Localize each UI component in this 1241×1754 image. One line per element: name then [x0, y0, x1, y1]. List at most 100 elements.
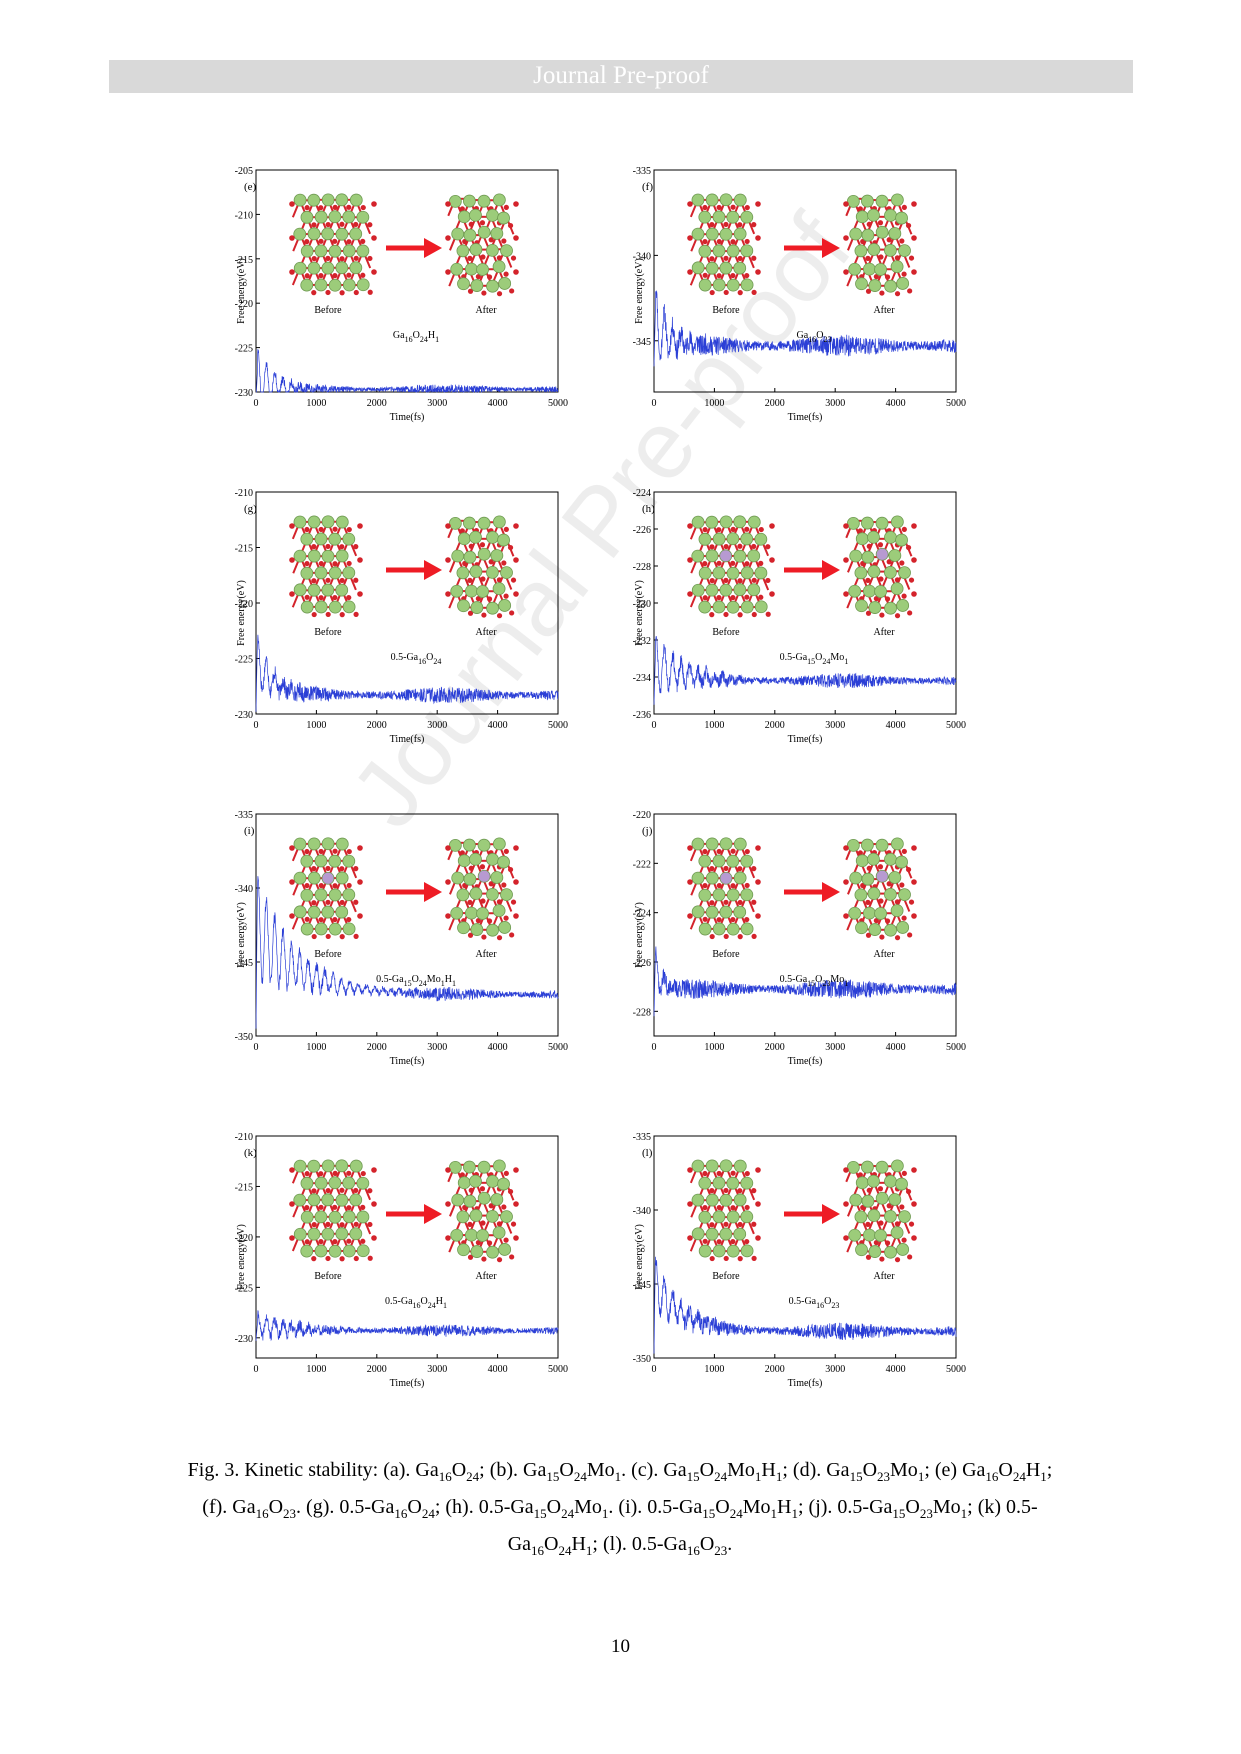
crystal-structure — [843, 193, 917, 297]
o-atom — [304, 848, 310, 855]
ga-atom — [328, 922, 342, 936]
ga-atom — [486, 1245, 499, 1259]
ga-atom — [867, 852, 880, 866]
o-atom — [311, 933, 317, 940]
ga-atom — [705, 871, 719, 885]
o-atom — [513, 591, 519, 597]
ga-atom — [691, 227, 705, 241]
o-atom — [371, 201, 377, 207]
o-atom — [843, 269, 849, 275]
o-atom — [730, 526, 736, 532]
ga-atom — [846, 517, 860, 530]
y-tick-label: -234 — [633, 673, 651, 684]
ga-atom — [321, 193, 335, 207]
panel-label: (l) — [642, 1147, 653, 1159]
ga-atom — [486, 208, 499, 222]
ga-atom — [861, 194, 874, 208]
y-tick-label: -230 — [633, 599, 651, 610]
ga-atom — [861, 550, 875, 564]
y-tick-label: -226 — [633, 525, 651, 536]
o-atom — [716, 1239, 722, 1245]
formula-label: 0.5-Ga15O24Mo1H1 — [376, 974, 456, 988]
o-atom — [908, 255, 915, 261]
ga-atom — [888, 227, 902, 240]
y-tick-label: -215 — [235, 255, 253, 266]
o-atom — [730, 916, 736, 923]
o-atom — [758, 526, 764, 533]
chart-panel-h: -236 -234 -232 -230 -228 -226 -224 0 1000 2000 300… — [633, 488, 966, 745]
ga-atom — [875, 1191, 889, 1205]
o-atom — [513, 845, 519, 851]
ga-atom — [874, 263, 887, 276]
o-atom — [884, 596, 891, 602]
o-atom — [501, 238, 507, 244]
ga-atom — [883, 565, 897, 579]
ga-atom — [328, 1210, 342, 1224]
o-atom — [702, 1204, 708, 1211]
o-atom — [371, 1235, 377, 1241]
y-tick-label: -230 — [235, 388, 253, 399]
o-atom — [479, 542, 486, 548]
crystal-structure — [289, 1159, 377, 1262]
o-atom — [510, 577, 517, 583]
o-atom — [445, 913, 451, 919]
o-atom — [879, 1256, 885, 1262]
ga-atom — [463, 1160, 476, 1174]
x-tick-label: 1000 — [704, 1042, 724, 1053]
o-atom — [318, 1239, 324, 1245]
ga-atom — [691, 583, 705, 597]
ga-atom — [867, 1174, 880, 1188]
ga-atom — [476, 907, 489, 920]
o-atom — [857, 1172, 863, 1178]
crystal-structure — [445, 837, 519, 941]
ga-atom — [307, 227, 321, 241]
ga-atom — [456, 244, 470, 258]
ga-atom — [293, 261, 307, 275]
o-atom — [737, 612, 743, 618]
x-tick-label: 4000 — [886, 1364, 906, 1375]
ga-atom — [848, 1228, 862, 1242]
ga-atom — [300, 922, 314, 936]
ga-atom — [726, 1176, 740, 1190]
ga-atom — [884, 1245, 897, 1259]
o-atom — [744, 238, 750, 245]
ga-atom — [342, 566, 356, 580]
o-atom — [723, 255, 729, 261]
y-tick-label: -210 — [235, 210, 253, 221]
o-atom — [339, 1222, 345, 1228]
ga-atom — [712, 210, 726, 224]
ga-atom — [490, 549, 504, 562]
o-atom — [318, 848, 324, 855]
o-atom — [899, 238, 905, 244]
o-atom — [702, 561, 708, 567]
o-atom — [289, 591, 295, 597]
ga-atom — [705, 1159, 719, 1173]
ga-atom — [328, 854, 342, 868]
o-atom — [751, 543, 757, 550]
o-atom — [445, 1235, 451, 1241]
ga-atom — [705, 1227, 719, 1241]
ga-atom — [335, 193, 349, 207]
o-atom — [325, 899, 331, 905]
ga-atom — [875, 838, 889, 852]
o-atom — [357, 913, 363, 919]
ga-atom — [726, 888, 740, 902]
ga-atom — [356, 1176, 370, 1190]
ga-atom — [855, 532, 869, 546]
ga-atom — [890, 904, 904, 918]
o-atom — [744, 1170, 750, 1177]
ga-atom — [896, 921, 910, 934]
ga-atom — [469, 1209, 483, 1222]
o-atom — [716, 595, 722, 601]
ga-atom — [356, 244, 370, 258]
formula-label: 0.5-Ga16O24 — [391, 652, 442, 666]
ga-atom — [498, 277, 512, 290]
inset-before-label: Before — [314, 949, 342, 960]
o-atom — [877, 864, 884, 870]
energy-series-line — [255, 1310, 559, 1342]
arrow-icon — [424, 1204, 442, 1224]
ga-atom — [848, 584, 862, 598]
x-tick-label: 2000 — [765, 1042, 785, 1053]
ga-atom — [867, 243, 881, 256]
ga-atom — [705, 193, 719, 207]
